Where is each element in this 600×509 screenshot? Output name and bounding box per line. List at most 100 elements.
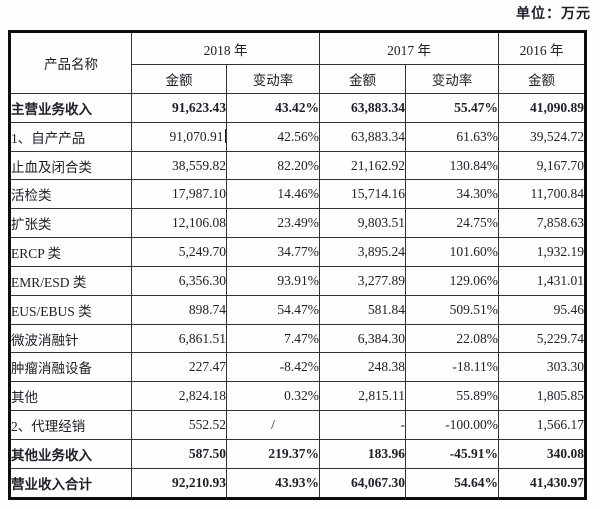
row-label: 肿瘤消融设备 bbox=[9, 352, 132, 383]
header-year-2018: 2018 年 bbox=[131, 31, 320, 65]
value-cell: / bbox=[226, 410, 320, 440]
value-cell: 2,824.18 bbox=[131, 381, 227, 412]
value-cell: 587.50 bbox=[131, 438, 227, 469]
value-cell: 219.37% bbox=[226, 438, 320, 469]
value-cell: 227.47 bbox=[131, 352, 227, 383]
value-cell: 63,883.34 bbox=[319, 93, 406, 123]
value-cell: 91,070.91 bbox=[131, 121, 227, 152]
value-cell: 95.46 bbox=[498, 294, 586, 325]
header-amount-2017: 金额 bbox=[319, 64, 406, 94]
value-cell: 248.38 bbox=[319, 352, 406, 383]
value-cell: 509.51% bbox=[405, 294, 499, 325]
table-row: 扩张类 12,106.08 23.49% 9,803.51 24.75% 7,858.63 bbox=[9, 208, 586, 239]
row-label: EUS/EBUS 类 bbox=[9, 294, 132, 325]
row-label: 主营业务收入 bbox=[9, 93, 132, 123]
row-label: 活检类 bbox=[9, 179, 132, 210]
value-cell: 6,356.30 bbox=[131, 265, 227, 296]
value-cell: 91,623.43 bbox=[131, 93, 227, 123]
table-row: 主营业务收入 91,623.43 43.42% 63,883.34 55.47% 41,0… bbox=[9, 93, 586, 123]
value-cell: 17,987.10 bbox=[131, 179, 227, 210]
table-row: 微波消融针 6,861.51 7.47% 6,384.30 22.08% 5,229.74 bbox=[9, 323, 586, 354]
table-row: 其他 2,824.18 0.32% 2,815.11 55.89% 1,805.85 bbox=[9, 381, 586, 412]
value-cell: 6,384.30 bbox=[319, 323, 406, 354]
value-cell: 1,566.17 bbox=[498, 410, 586, 440]
value-cell: 42.56% bbox=[226, 121, 320, 152]
value-cell: 3,277.89 bbox=[319, 265, 406, 296]
value-cell: 581.84 bbox=[319, 294, 406, 325]
value-cell: 93.91% bbox=[226, 265, 320, 296]
unit-label: 单位：万元 bbox=[516, 7, 591, 22]
header-amount-2016: 金额 bbox=[498, 64, 586, 94]
value-cell: 54.64% bbox=[405, 467, 499, 500]
value-cell: 82.20% bbox=[226, 150, 320, 181]
row-label: 微波消融针 bbox=[9, 323, 132, 354]
value-cell: 130.84% bbox=[405, 150, 499, 181]
value-cell: -45.91% bbox=[405, 438, 499, 469]
value-cell: 21,162.92 bbox=[319, 150, 406, 181]
value-cell: 129.06% bbox=[405, 265, 499, 296]
header-row-metrics: 金额 变动率 金额 变动率 金额 bbox=[10, 64, 586, 94]
row-label: 扩张类 bbox=[9, 208, 132, 239]
table-row: 肿瘤消融设备 227.47 -8.42% 248.38 -18.11% 303.30 bbox=[9, 352, 586, 383]
header-product-name: 产品名称 bbox=[9, 31, 132, 94]
value-cell: -100.00% bbox=[405, 410, 499, 440]
table-row: 其他业务收入 587.50 219.37% 183.96 -45.91% 340.08 bbox=[9, 438, 586, 469]
value-cell: 1,805.85 bbox=[498, 381, 586, 412]
value-cell: 11,700.84 bbox=[498, 179, 586, 210]
row-label: 其他 bbox=[9, 381, 132, 412]
value-cell: 64,067.30 bbox=[319, 467, 406, 500]
row-label: 营业收入合计 bbox=[9, 467, 132, 500]
value-cell: 23.49% bbox=[226, 208, 320, 239]
value-cell: 38,559.82 bbox=[131, 150, 227, 181]
table-row: ERCP 类 5,249.70 34.77% 3,895.24 101.60% 1,932… bbox=[9, 237, 586, 267]
value-cell: 15,714.16 bbox=[319, 179, 406, 210]
value-cell: 1,932.19 bbox=[498, 237, 586, 267]
table-header: 产品名称 2018 年 2017 年 2016 年 金额 变动率 金额 变动率 … bbox=[9, 31, 586, 94]
header-amount-2018: 金额 bbox=[131, 64, 227, 94]
value-cell: 41,430.97 bbox=[498, 467, 586, 500]
value-cell: 24.75% bbox=[405, 208, 499, 239]
row-label: 2、代理经销 bbox=[9, 410, 132, 440]
table-row: EMR/ESD 类 6,356.30 93.91% 3,277.89 129.06% 1,… bbox=[9, 265, 586, 296]
row-label: 其他业务收入 bbox=[9, 438, 132, 469]
value-cell: 1,431.01 bbox=[498, 265, 586, 296]
row-label: ERCP 类 bbox=[9, 237, 132, 267]
value-cell: 39,524.72 bbox=[498, 121, 586, 152]
value-cell: 5,229.74 bbox=[498, 323, 586, 354]
value-cell: 3,895.24 bbox=[319, 237, 406, 267]
value-cell: 34.77% bbox=[226, 237, 320, 267]
value-cell: 183.96 bbox=[319, 438, 406, 469]
value-cell: 7.47% bbox=[226, 323, 320, 354]
table-row: 活检类 17,987.10 14.46% 15,714.16 34.30% 11,700.… bbox=[9, 179, 586, 210]
value-cell: 0.32% bbox=[226, 381, 320, 412]
row-label: 1、自产产品 bbox=[9, 121, 132, 152]
value-cell: 61.63% bbox=[405, 121, 499, 152]
value-cell: 9,167.70 bbox=[498, 150, 586, 181]
value-cell: 303.30 bbox=[498, 352, 586, 383]
value-cell: 101.60% bbox=[405, 237, 499, 267]
value-cell: 22.08% bbox=[405, 323, 499, 354]
value-cell: 2,815.11 bbox=[319, 381, 406, 412]
row-label: 止血及闭合类 bbox=[9, 150, 132, 181]
header-row-years: 产品名称 2018 年 2017 年 2016 年 bbox=[9, 31, 586, 94]
value-cell: 898.74 bbox=[131, 294, 227, 325]
table-row: 1、自产产品 91,070.91 42.56% 63,883.34 61.63% 39,5… bbox=[9, 121, 586, 152]
table-row: 止血及闭合类 38,559.82 82.20% 21,162.92 130.84% 9,1… bbox=[9, 150, 586, 181]
header-year-2017: 2017 年 bbox=[319, 31, 499, 65]
table-row: 2、代理经销 552.52/- -100.00% 1,566.17 bbox=[9, 410, 586, 440]
table-row: 营业收入合计 92,210.93 43.93% 64,067.30 54.64% 41,4… bbox=[9, 467, 586, 500]
value-cell: -8.42% bbox=[226, 352, 320, 383]
revenue-table: 产品名称 2018 年 2017 年 2016 年 金额 变动率 金额 变动率 … bbox=[8, 30, 587, 500]
value-cell: 55.89% bbox=[405, 381, 499, 412]
header-year-2016: 2016 年 bbox=[498, 31, 586, 65]
value-cell: 6,861.51 bbox=[131, 323, 227, 354]
value-cell: 12,106.08 bbox=[131, 208, 227, 239]
revenue-table-container: 产品名称 2018 年 2017 年 2016 年 金额 变动率 金额 变动率 … bbox=[8, 30, 587, 500]
table-row: EUS/EBUS 类 898.74 54.47% 581.84 509.51% 95.46 bbox=[9, 294, 586, 325]
value-cell: 43.42% bbox=[226, 93, 320, 123]
value-cell: 43.93% bbox=[226, 467, 320, 500]
text-cursor bbox=[224, 128, 226, 143]
header-change-2017: 变动率 bbox=[405, 64, 499, 94]
value-cell: 552.52 bbox=[131, 410, 227, 440]
row-label: EMR/ESD 类 bbox=[9, 265, 132, 296]
